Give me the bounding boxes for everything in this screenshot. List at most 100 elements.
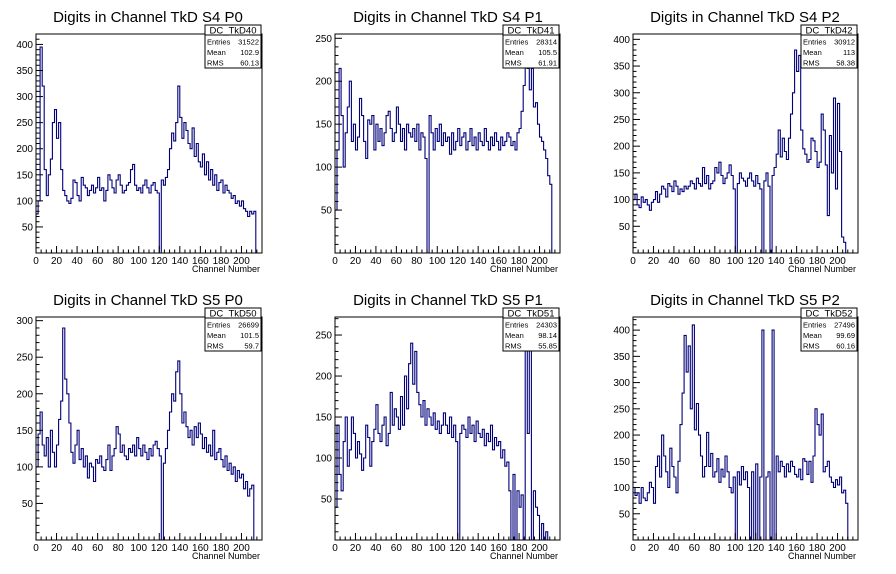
x-tick-label: 20	[51, 543, 63, 554]
y-tick-label: 250	[613, 115, 630, 126]
y-tick-label: 250	[315, 331, 332, 342]
x-tick-label: 160	[490, 256, 507, 267]
x-tick-label: 80	[113, 543, 125, 554]
stats-value: 24303	[536, 321, 557, 330]
y-tick-label: 250	[315, 34, 332, 45]
stats-label: Mean	[803, 331, 822, 340]
stats-value: 59.7	[244, 342, 259, 351]
y-tick-label: 350	[16, 66, 33, 77]
x-tick-label: 120	[151, 543, 168, 554]
y-tick-label: 200	[613, 431, 630, 442]
stats-value: 31522	[238, 38, 259, 47]
histogram-line	[633, 324, 850, 540]
histogram-line	[335, 46, 554, 253]
x-tick-label: 0	[630, 256, 636, 267]
panel-title: Digits in Channel TkD S5 P1	[353, 292, 543, 309]
stats-label: RMS	[803, 59, 820, 68]
y-tick-label: 300	[613, 88, 630, 99]
x-tick-label: 120	[747, 256, 764, 267]
y-tick-label: 150	[16, 426, 33, 437]
stats-label: RMS	[505, 342, 522, 351]
stats-label: Mean	[505, 331, 524, 340]
stats-value: 98.14	[538, 331, 557, 340]
stats-value: 26699	[238, 321, 259, 330]
x-tick-label: 40	[370, 256, 382, 267]
y-tick-label: 50	[22, 499, 34, 510]
y-tick-label: 300	[613, 378, 630, 389]
y-tick-label: 400	[16, 40, 33, 51]
stats-value: 61.91	[538, 59, 557, 68]
stats-label: Mean	[505, 48, 524, 57]
stats-box-frame	[800, 24, 858, 69]
x-tick-label: 140	[768, 256, 785, 267]
histogram-panel-3: Digits in Channel TkD S4 P20 20 40 60 80 100 1…	[613, 9, 859, 274]
y-tick-label: 250	[16, 118, 33, 129]
y-tick-label: 100	[16, 462, 33, 473]
x-tick-label: 100	[130, 543, 147, 554]
x-tick-label: 120	[151, 256, 168, 267]
stats-value: 101.5	[240, 331, 259, 340]
histogram-panel-1: Digits in Channel TkD S4 P0 0 20 40 60 80 100 1…	[16, 9, 263, 274]
x-tick-label: 40	[668, 256, 680, 267]
panel-title: Digits in Channel TkD S4 P2	[650, 9, 840, 26]
x-tick-label: 20	[51, 256, 63, 267]
stats-box-frame	[800, 307, 858, 352]
y-tick-label: 150	[315, 413, 332, 424]
y-tick-label: 250	[16, 353, 33, 364]
stats-value: 105.5	[538, 48, 557, 57]
stats-label: RMS	[505, 59, 522, 68]
y-tick-label: 150	[613, 457, 630, 468]
stats-name: DC_TkD51	[508, 309, 555, 320]
histogram-line	[36, 46, 258, 253]
x-tick-label: 160	[192, 256, 209, 267]
x-tick-label: 80	[709, 256, 721, 267]
y-tick-label: 150	[16, 170, 33, 181]
stats-value: 55.85	[538, 342, 557, 351]
x-tick-label: 140	[768, 543, 785, 554]
y-tick-label: 100	[315, 163, 332, 174]
x-tick-label: 100	[727, 543, 744, 554]
y-tick-label: 50	[321, 206, 333, 217]
stats-value: 60.13	[240, 59, 259, 68]
stats-label: Mean	[207, 48, 226, 57]
x-tick-label: 60	[391, 543, 403, 554]
x-tick-label: 100	[727, 256, 744, 267]
x-tick-label: 200	[233, 543, 250, 554]
x-tick-label: 200	[233, 256, 250, 267]
y-tick-label: 300	[16, 316, 33, 327]
x-tick-label: 100	[429, 256, 446, 267]
x-axis-label: Channel Number	[192, 551, 260, 561]
x-tick-label: 80	[411, 256, 423, 267]
x-axis-label: Channel Number	[788, 264, 856, 274]
x-tick-label: 180	[511, 543, 528, 554]
x-tick-label: 60	[92, 543, 104, 554]
y-tick-label: 400	[613, 326, 630, 337]
stats-label: Entries	[803, 321, 827, 330]
y-tick-label: 200	[315, 77, 332, 88]
stats-label: RMS	[207, 342, 224, 351]
x-tick-label: 0	[332, 256, 338, 267]
y-tick-label: 200	[16, 144, 33, 155]
x-tick-label: 0	[630, 543, 636, 554]
y-tick-label: 250	[613, 404, 630, 415]
x-tick-label: 180	[213, 256, 230, 267]
stats-label: Mean	[207, 331, 226, 340]
x-tick-label: 60	[391, 256, 403, 267]
x-axis-label: Channel Number	[490, 551, 558, 561]
histogram-panel-5: Digits in Channel TkD S5 P10 20 40 60 80 100 1…	[315, 292, 561, 561]
x-tick-label: 180	[511, 256, 528, 267]
x-tick-label: 40	[72, 256, 84, 267]
x-tick-label: 140	[171, 543, 188, 554]
x-tick-label: 0	[332, 543, 338, 554]
x-tick-label: 180	[213, 543, 230, 554]
x-axis-label: Channel Number	[788, 551, 856, 561]
x-axis-label: Channel Number	[490, 264, 558, 274]
histogram-line	[335, 318, 550, 540]
stats-value: 58.38	[836, 59, 855, 68]
x-tick-label: 60	[689, 543, 701, 554]
x-tick-label: 140	[470, 256, 487, 267]
